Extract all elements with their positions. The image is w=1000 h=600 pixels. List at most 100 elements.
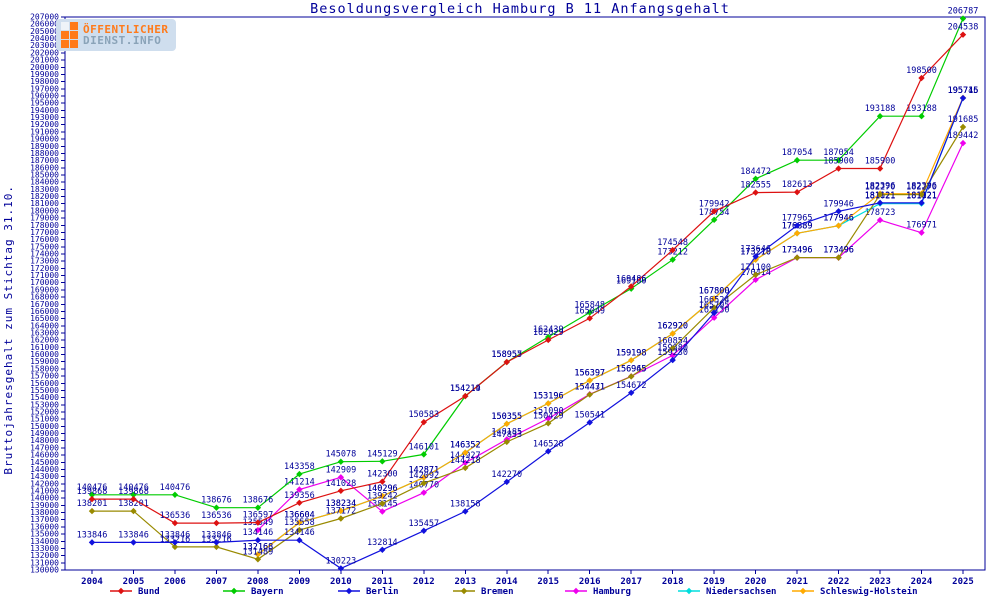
point-label-bund-2019: 179942 [699,199,730,209]
svg-text:131000: 131000 [30,558,59,567]
svg-text:2010: 2010 [330,577,352,587]
point-label-berlin-2020: 173646 [740,245,771,255]
point-label-bremen-2020: 171100 [740,263,771,273]
point-label-berlin-2006: 133846 [160,530,191,540]
point-label-bremen-2023: 182270 [865,183,896,193]
point-label-niedersachsen-2009: 136604 [284,511,315,521]
svg-text:151000: 151000 [30,415,59,424]
point-label-bund-2013: 154214 [450,384,481,394]
point-label-berlin-2014: 142270 [491,470,522,480]
series-line-bremen [92,126,964,560]
point-label-bayern-2014: 158957 [491,350,522,360]
point-label-bremen-2019: 166524 [699,296,730,306]
svg-text:164000: 164000 [30,321,59,330]
svg-text:191000: 191000 [30,127,59,136]
point-label-bayern-2007: 138676 [201,496,232,506]
svg-text:188000: 188000 [30,149,59,158]
point-label-hamburg-2024: 176971 [906,221,937,231]
svg-text:190000: 190000 [30,135,59,144]
legend-label-bayern: Bayern [251,587,284,597]
svg-text:141000: 141000 [30,487,59,496]
svg-text:2015: 2015 [537,577,559,587]
point-label-bremen-2015: 150429 [533,411,564,421]
series-bund: 139868 139868 136536 136536 136597 139356 1410… [77,23,978,527]
svg-text:166000: 166000 [30,307,59,316]
svg-text:195000: 195000 [30,99,59,108]
point-label-bayern-2021: 187054 [782,148,813,158]
point-label-schleswig-holstein-2025: 195746 [948,86,979,96]
svg-text:139000: 139000 [30,501,59,510]
point-label-bremen-2022: 173496 [823,246,854,256]
point-label-berlin-2017: 154672 [616,381,647,391]
point-label-niedersachsen-2010: 138234 [325,499,356,509]
point-label-bayern-2020: 184472 [740,167,771,177]
point-label-bremen-2021: 173496 [782,246,813,256]
point-label-niedersachsen-2018: 162920 [657,322,688,332]
point-label-schleswig-holstein-2010: 138234 [325,499,356,509]
svg-text:178000: 178000 [30,221,59,230]
point-label-bund-2010: 141028 [325,479,356,489]
svg-text:2013: 2013 [454,577,476,587]
point-label-schleswig-holstein-2009: 136604 [284,511,315,521]
point-label-bayern-2008: 138676 [243,496,274,506]
svg-text:143000: 143000 [30,472,59,481]
point-label-bayern-2022: 187054 [823,148,854,158]
point-label-bayern-2015: 162439 [533,325,564,335]
svg-text:155000: 155000 [30,386,59,395]
logo-oeffentlicher-dienst-link[interactable]: ÖFFENTLICHER DIENST.INFO [56,19,177,51]
svg-text:2017: 2017 [620,577,642,587]
svg-text:2014: 2014 [496,577,518,587]
svg-text:2011: 2011 [371,577,393,587]
point-label-hamburg-2013: 144927 [450,451,481,461]
svg-text:167000: 167000 [30,300,59,309]
svg-text:174000: 174000 [30,250,59,259]
point-label-niedersachsen-2019: 167800 [699,287,730,297]
svg-text:2021: 2021 [786,577,808,587]
svg-text:152000: 152000 [30,408,59,417]
svg-text:144000: 144000 [30,465,59,474]
point-label-berlin-2023: 181121 [865,191,896,201]
point-label-schleswig-holstein-2017: 159198 [616,348,647,358]
svg-text:2004: 2004 [81,577,103,587]
point-label-bund-2017: 169486 [616,274,647,284]
svg-text:161000: 161000 [30,343,59,352]
point-label-hamburg-2017: 156965 [616,364,647,374]
point-label-bund-2005: 139868 [118,487,149,497]
svg-text:2024: 2024 [911,577,933,587]
point-label-bayern-2013: 154219 [450,384,481,394]
legend-label-hamburg: Hamburg [593,587,631,597]
svg-text:185000: 185000 [30,171,59,180]
point-label-bayern-2010: 145078 [325,450,356,460]
svg-text:2007: 2007 [206,577,228,587]
point-label-bremen-2004: 138201 [77,499,108,509]
point-label-schleswig-holstein-2008: 132168 [243,542,274,552]
svg-text:196000: 196000 [30,92,59,101]
point-label-schleswig-holstein-2016: 156397 [574,368,605,378]
legend-label-bremen: Bremen [481,587,514,597]
svg-text:189000: 189000 [30,142,59,151]
point-label-hamburg-2021: 173496 [782,246,813,256]
point-label-schleswig-holstein-2012: 142871 [408,466,439,476]
point-label-bund-2012: 150583 [408,410,439,420]
point-label-bayern-2009: 143358 [284,462,315,472]
point-label-berlin-2004: 133846 [77,530,108,540]
svg-text:168000: 168000 [30,293,59,302]
point-label-bayern-2004: 140476 [77,483,108,493]
svg-text:138000: 138000 [30,508,59,517]
point-label-bremen-2016: 154431 [574,383,605,393]
point-label-bremen-2017: 156945 [616,364,647,374]
svg-text:130000: 130000 [30,566,59,575]
point-label-berlin-2007: 133846 [201,530,232,540]
svg-text:181000: 181000 [30,199,59,208]
point-label-hamburg-2023: 178723 [865,208,896,218]
point-label-berlin-2025: 195715 [948,86,979,96]
svg-text:2016: 2016 [579,577,601,587]
svg-text:159000: 159000 [30,357,59,366]
logo-line1: ÖFFENTLICHER [83,23,169,36]
point-label-bremen-2008: 131489 [243,547,274,557]
point-label-bayern-2023: 193188 [865,104,896,114]
svg-text:2018: 2018 [662,577,684,587]
svg-text:173000: 173000 [30,257,59,266]
point-label-bayern-2011: 145129 [367,449,398,459]
